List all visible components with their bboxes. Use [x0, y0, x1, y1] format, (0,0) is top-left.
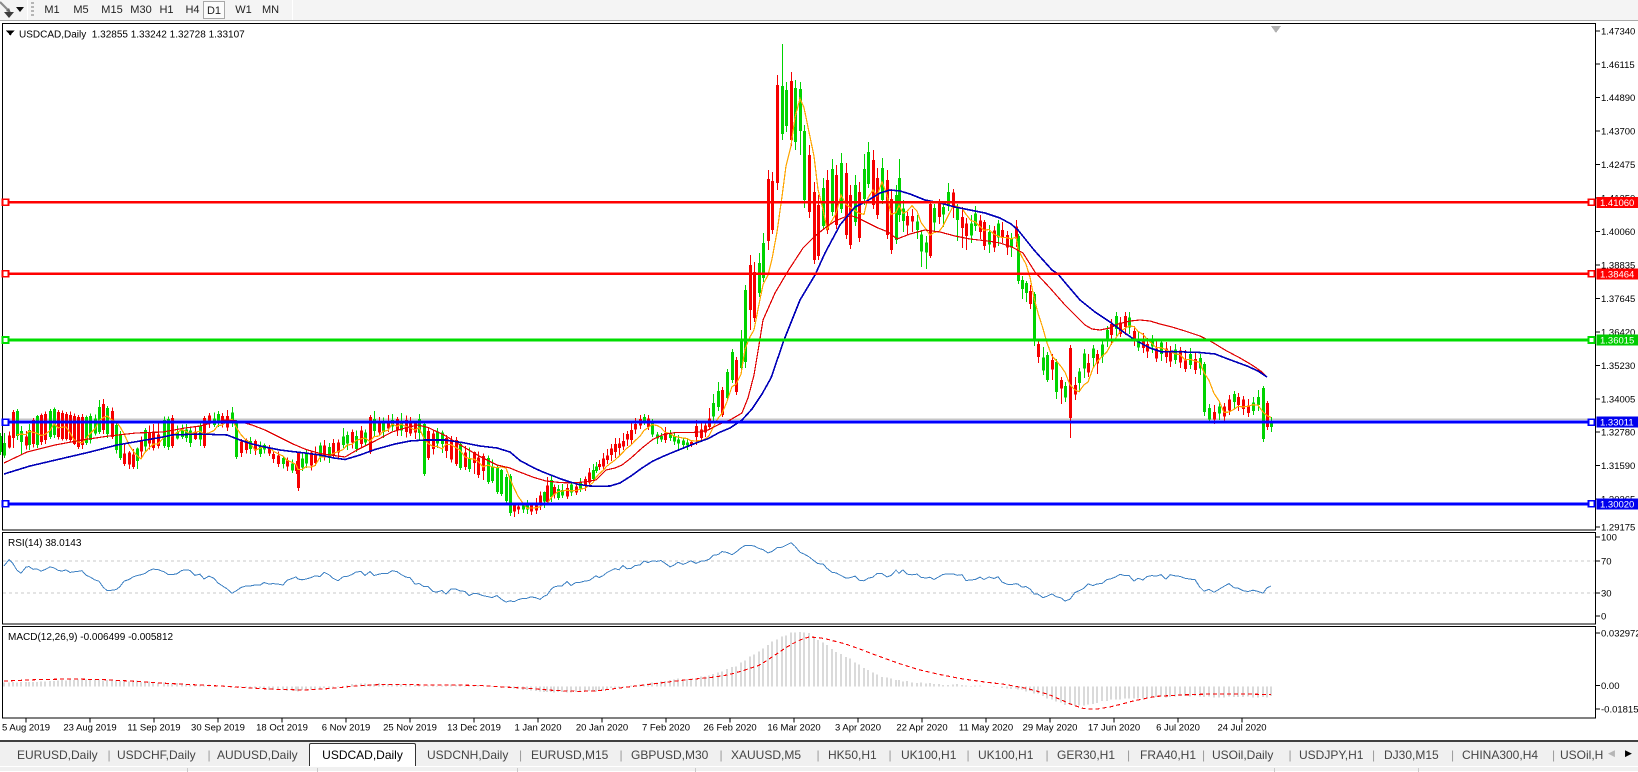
svg-text:1 Jan 2020: 1 Jan 2020	[514, 723, 561, 734]
svg-text:MACD(12,26,9) -0.006499 -0.005: MACD(12,26,9) -0.006499 -0.005812	[8, 632, 174, 643]
svg-text:5 Aug 2019: 5 Aug 2019	[2, 723, 50, 734]
svg-text:1.36015: 1.36015	[1600, 336, 1634, 347]
svg-text:1.35230: 1.35230	[1601, 361, 1635, 372]
svg-text:7 Feb 2020: 7 Feb 2020	[642, 723, 690, 734]
svg-text:1.43700: 1.43700	[1601, 127, 1635, 138]
svg-text:26 Feb 2020: 26 Feb 2020	[703, 723, 756, 734]
svg-text:0.032972: 0.032972	[1601, 629, 1638, 640]
svg-text:29 May 2020: 29 May 2020	[1023, 723, 1078, 734]
svg-text:USDCAD,Daily 1.32855 1.33242: USDCAD,Daily 1.32855 1.33242 1.32728 1.3…	[19, 30, 245, 41]
svg-text:13 Dec 2019: 13 Dec 2019	[447, 723, 501, 734]
svg-text:1.32780: 1.32780	[1601, 428, 1635, 439]
svg-text:20 Jan 2020: 20 Jan 2020	[576, 723, 628, 734]
svg-text:1.42475: 1.42475	[1601, 160, 1635, 171]
svg-text:0.00: 0.00	[1601, 681, 1620, 692]
svg-text:100: 100	[1601, 533, 1617, 544]
svg-text:16 Mar 2020: 16 Mar 2020	[767, 723, 820, 734]
svg-text:RSI(14) 38.0143: RSI(14) 38.0143	[8, 538, 82, 549]
svg-text:30 Sep 2019: 30 Sep 2019	[191, 723, 245, 734]
svg-text:1.37645: 1.37645	[1601, 294, 1635, 305]
svg-text:1.30020: 1.30020	[1600, 499, 1634, 510]
svg-text:18 Oct 2019: 18 Oct 2019	[256, 723, 308, 734]
svg-text:1.33011: 1.33011	[1600, 418, 1634, 429]
svg-text:6 Jul 2020: 6 Jul 2020	[1156, 723, 1200, 734]
svg-text:1.38464: 1.38464	[1600, 269, 1634, 280]
svg-text:1.40060: 1.40060	[1601, 227, 1635, 238]
svg-text:3 Apr 2020: 3 Apr 2020	[835, 723, 881, 734]
svg-text:17 Jun 2020: 17 Jun 2020	[1088, 723, 1140, 734]
svg-text:22 Apr 2020: 22 Apr 2020	[896, 723, 947, 734]
svg-text:1.31590: 1.31590	[1601, 461, 1635, 472]
svg-text:11 May 2020: 11 May 2020	[959, 723, 1013, 734]
svg-text:0: 0	[1601, 612, 1606, 623]
svg-text:11 Sep 2019: 11 Sep 2019	[127, 723, 180, 734]
svg-text:1.47340: 1.47340	[1601, 26, 1635, 37]
svg-text:24 Jul 2020: 24 Jul 2020	[1217, 723, 1266, 734]
svg-text:1.46115: 1.46115	[1601, 60, 1635, 71]
svg-text:23 Aug 2019: 23 Aug 2019	[63, 723, 116, 734]
svg-text:1.34005: 1.34005	[1601, 394, 1635, 405]
svg-text:70: 70	[1601, 557, 1612, 568]
svg-text:25 Nov 2019: 25 Nov 2019	[383, 723, 437, 734]
svg-text:-0.018154: -0.018154	[1601, 705, 1638, 716]
svg-text:6 Nov 2019: 6 Nov 2019	[322, 723, 371, 734]
svg-text:1.44890: 1.44890	[1601, 93, 1635, 104]
svg-text:1.41060: 1.41060	[1600, 198, 1634, 209]
svg-text:30: 30	[1601, 589, 1612, 600]
